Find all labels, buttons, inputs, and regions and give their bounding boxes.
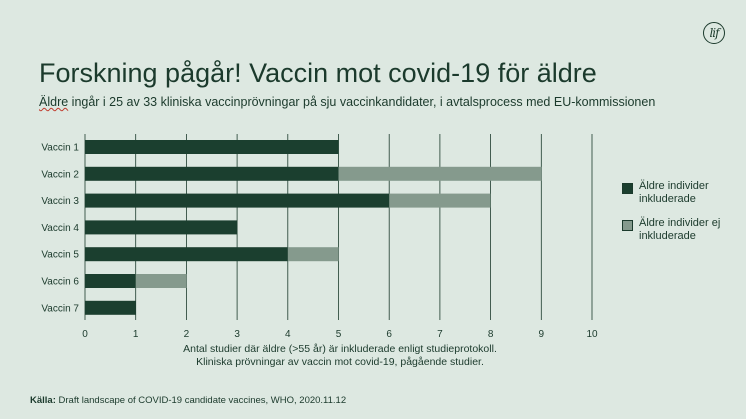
legend-item-included: Äldre individer inkluderade [622, 180, 729, 206]
bar-included-6 [85, 274, 136, 288]
bar-included-4 [85, 220, 238, 235]
x-tick-label-2: 2 [184, 329, 190, 340]
x-tick-label-6: 6 [386, 329, 392, 340]
legend-label-excluded: Äldre individer ej inkluderade [639, 217, 721, 242]
category-label-1: Vaccin 1 [41, 143, 79, 154]
bar-included-7 [85, 300, 136, 315]
x-axis-label-line2: Kliniska prövningar av vaccin mot covid-… [196, 355, 484, 368]
source-text: Draft landscape of COVID-19 candidate va… [55, 395, 347, 406]
bar-included-1 [85, 140, 339, 154]
subtitle-rest: ingår i 25 av 33 kliniska vaccinprövning… [68, 95, 656, 109]
bar-included-5 [85, 247, 288, 262]
legend-item-excluded: Äldre individer ej inkluderade [622, 217, 729, 243]
bar-included-3 [85, 193, 390, 208]
legend-swatch-included [622, 183, 633, 194]
x-tick-label-3: 3 [234, 329, 240, 340]
source-label: Källa: [30, 395, 56, 406]
lif-logo: lif [703, 22, 725, 44]
page-subtitle: Äldre ingår i 25 av 33 kliniska vaccinpr… [39, 95, 655, 109]
category-label-2: Vaccin 2 [41, 169, 79, 180]
bar-excluded-3 [389, 193, 491, 208]
page-title: Forskning pågår! Vaccin mot covid-19 för… [39, 58, 597, 88]
category-label-3: Vaccin 3 [41, 196, 79, 207]
x-tick-label-1: 1 [133, 329, 139, 340]
bar-included-2 [85, 166, 339, 181]
category-label-7: Vaccin 7 [41, 303, 79, 314]
x-tick-label-4: 4 [285, 329, 291, 340]
bar-excluded-2 [338, 166, 542, 181]
subtitle-first-word: Äldre [39, 95, 69, 109]
category-label-6: Vaccin 6 [41, 277, 79, 288]
legend-label-included: Äldre individer inkluderade [639, 180, 709, 205]
x-axis-label-line1: Antal studier där äldre (>55 år) är inkl… [183, 343, 497, 355]
category-label-5: Vaccin 5 [41, 250, 79, 261]
x-tick-label-7: 7 [437, 329, 443, 340]
x-tick-label-9: 9 [539, 329, 545, 340]
bar-excluded-6 [135, 274, 187, 288]
x-axis-label: Antal studier där äldre (>55 år) är inkl… [150, 343, 530, 368]
x-tick-label-8: 8 [488, 329, 494, 340]
category-label-4: Vaccin 4 [41, 223, 79, 234]
x-tick-label-5: 5 [336, 329, 342, 340]
source-note: Källa: Draft landscape of COVID-19 candi… [30, 395, 346, 406]
x-tick-label-10: 10 [586, 329, 598, 340]
bar-excluded-5 [287, 247, 339, 262]
x-tick-label-0: 0 [82, 329, 88, 340]
legend-swatch-excluded [622, 220, 633, 231]
